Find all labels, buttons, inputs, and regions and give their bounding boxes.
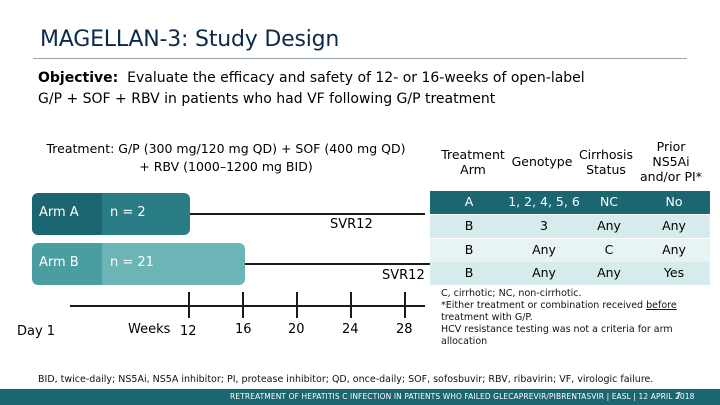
footnote-line4: HCV resistance testing was not a criteri…	[441, 324, 673, 335]
table-header-arm-line1: Treatment	[441, 147, 505, 162]
axis-weeks-label: Weeks	[128, 322, 171, 337]
footnote-line1: C, cirrhotic; NC, non-cirrhotic.	[441, 288, 582, 299]
arm-a-svr12: SVR12	[330, 217, 373, 232]
page-title: MAGELLAN-3: Study Design	[40, 27, 340, 52]
footnote-line2a: *Either treatment or combination receive…	[441, 300, 647, 311]
table-header-prior-line3: and/or PI*	[640, 169, 702, 184]
axis-tick-label-16: 16	[235, 322, 252, 337]
cell-prior: Yes	[663, 265, 685, 280]
cell-prior: No	[665, 194, 683, 209]
footnote-line3: treatment with G/P.	[441, 312, 533, 323]
axis-day1: Day 1	[17, 324, 56, 339]
arm-a-name: Arm A	[39, 205, 79, 220]
arm-b-followup-line	[245, 263, 430, 265]
footnote-line5: allocation	[441, 336, 488, 347]
table-header-prior-line1: Prior	[656, 139, 686, 154]
table-header-cirrhosis-line1: Cirrhosis	[578, 147, 634, 162]
arm-b-bar	[95, 243, 245, 285]
tick-week-12	[188, 292, 190, 318]
treatment-description: Treatment: G/P (300 mg/120 mg QD) + SOF …	[32, 140, 420, 176]
tick-week-28	[404, 292, 406, 318]
arm-a-bar	[95, 193, 190, 235]
arm-a-label-box	[32, 193, 102, 235]
footer-text: RETREATMENT OF HEPATITIS C INFECTION IN …	[230, 392, 695, 401]
cell-arm: B	[464, 265, 474, 280]
treatment-line1: Treatment: G/P (300 mg/120 mg QD) + SOF …	[46, 141, 406, 156]
objective-line1: Evaluate the efficacy and safety of 12- …	[127, 70, 585, 86]
arm-b-svr12: SVR12	[382, 268, 425, 283]
table-header-prior-line2: NS5Ai	[652, 154, 690, 169]
timeline-axis	[70, 305, 425, 307]
cell-cirrhosis: C	[604, 242, 614, 257]
cell-arm: B	[464, 242, 474, 257]
cell-prior: Any	[662, 242, 686, 257]
title-divider	[33, 58, 687, 59]
table-header-arm-line2: Arm	[460, 162, 486, 177]
cell-cirrhosis: Any	[597, 218, 621, 233]
cell-prior: Any	[662, 218, 686, 233]
cell-cirrhosis: NC	[599, 194, 619, 209]
arm-a-followup-line	[190, 213, 425, 215]
page-number: 7	[676, 391, 682, 400]
cell-arm: A	[464, 194, 474, 209]
objective-text: Objective: Evaluate the efficacy and saf…	[38, 68, 638, 110]
footer-bar: RETREATMENT OF HEPATITIS C INFECTION IN …	[0, 389, 720, 405]
cell-cirrhosis: Any	[597, 265, 621, 280]
footnote-line2: *Either treatment or combination receive…	[441, 300, 701, 312]
objective-line2: G/P + SOF + RBV in patients who had VF f…	[38, 91, 496, 107]
tick-week-24	[350, 292, 352, 318]
table-footnotes: C, cirrhotic; NC, non-cirrhotic. *Either…	[441, 288, 701, 348]
axis-tick-label-20: 20	[288, 322, 305, 337]
table-row: B Any C Any	[430, 239, 710, 262]
table-header-genotype: Genotype	[511, 154, 573, 169]
table-header-cirrhosis-line2: Status	[586, 162, 626, 177]
objective-label: Objective:	[38, 70, 119, 86]
table-row: B 3 Any Any	[430, 215, 710, 238]
arm-b-n: n = 21	[110, 255, 154, 270]
table-row: A 1, 2, 4, 5, 6 NC No	[430, 191, 710, 214]
table-row: B Any Any Yes	[430, 262, 710, 285]
treatment-line2: + RBV (1000–1200 mg BID)	[139, 159, 313, 174]
footnote-line2b: before	[646, 300, 677, 311]
table-header-arm: Treatment Arm	[437, 147, 509, 177]
arm-a-n: n = 2	[110, 205, 146, 220]
arm-b-label-box	[32, 243, 102, 285]
arm-b-name: Arm B	[39, 255, 79, 270]
cell-genotype: 1, 2, 4, 5, 6	[508, 194, 580, 209]
abbreviations: BID, twice-daily; NS5Ai, NS5A inhibitor;…	[38, 374, 654, 385]
cell-genotype: 3	[540, 218, 548, 233]
cell-arm: B	[464, 218, 474, 233]
axis-tick-label-28: 28	[396, 322, 413, 337]
tick-week-16	[242, 292, 244, 318]
axis-tick-label-12: 12	[180, 324, 197, 339]
tick-week-20	[296, 292, 298, 318]
table-header-prior: Prior NS5Ai and/or PI*	[634, 139, 708, 184]
table-header-cirrhosis: Cirrhosis Status	[578, 147, 634, 177]
cell-genotype: Any	[532, 242, 556, 257]
axis-tick-label-24: 24	[342, 322, 359, 337]
cell-genotype: Any	[532, 265, 556, 280]
